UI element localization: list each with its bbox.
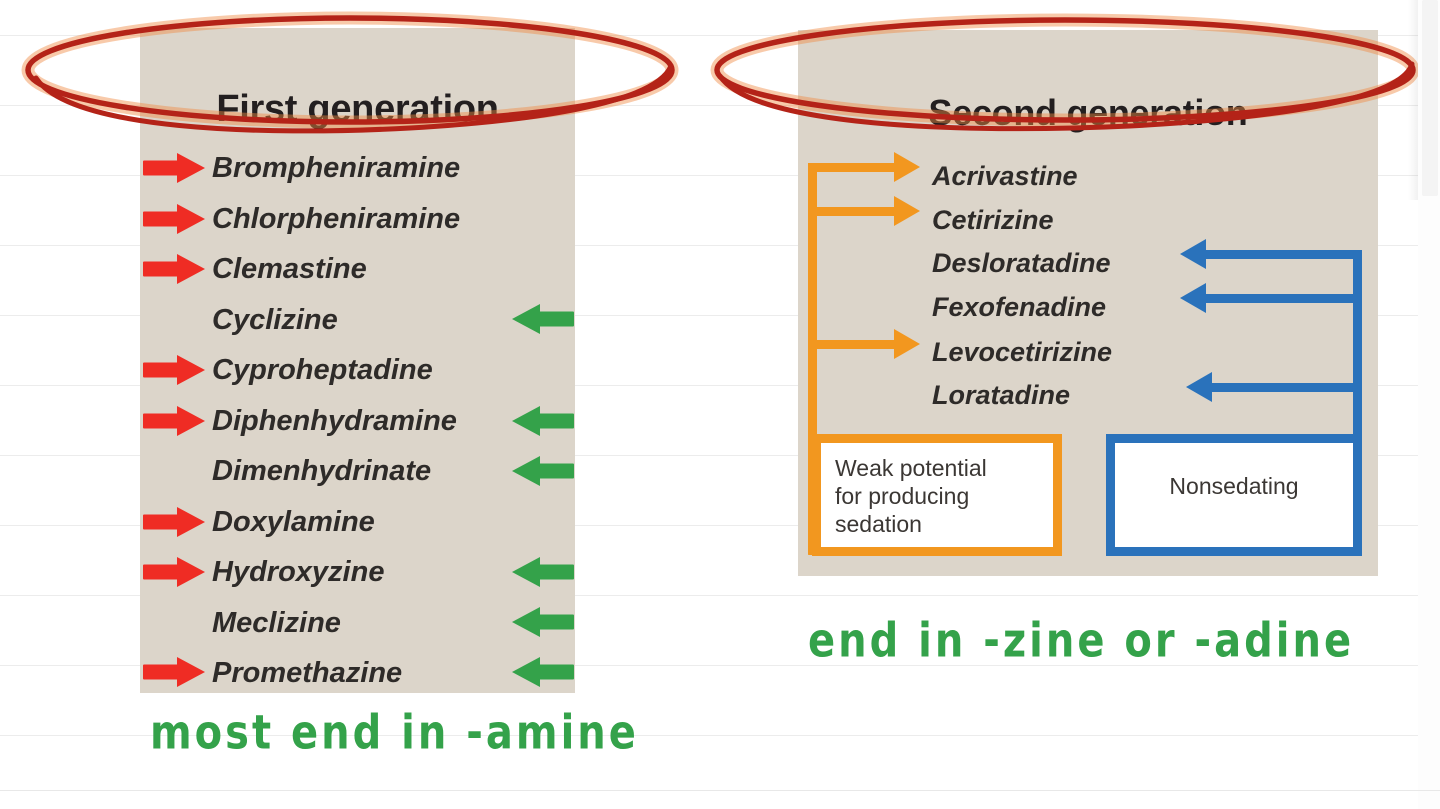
annotation-second-generation: end in -zine or -adine [808,613,1355,669]
drug-label-desloratadine: Desloratadine [932,248,1111,278]
drug-label-meclizine: Meclizine [212,607,341,639]
legend-line-2: for producing [835,483,970,510]
blue-arm-fexofenadine [1180,283,1362,313]
first-generation-title: First generation [216,88,499,130]
blue-arm-loratadine [1186,372,1362,402]
drug-label-clemastine: Clemastine [212,253,367,285]
green-arrow-promethazine [512,657,574,687]
drug-label-hydroxyzine: Hydroxyzine [212,556,385,588]
bottom-divider [0,790,1440,791]
orange-bracket-spine [808,165,817,555]
orange-arm-levocetirizine [808,329,928,359]
green-arrow-meclizine [512,607,574,637]
green-arrow-dimenhydrinate [512,456,574,486]
green-arrow-cyclizine [512,304,574,334]
red-arrow-cyproheptadine [143,355,205,385]
rule-line [0,595,1440,596]
drug-label-dimenhydrinate: Dimenhydrinate [212,455,432,487]
rule-line [0,525,1440,526]
rule-line [0,175,1440,176]
drug-label-brompheniramine: Brompheniramine [212,152,461,184]
panel-edge-shadow [1408,0,1418,200]
rule-line [0,385,1440,386]
rule-line [0,315,1440,316]
drug-label-diphenhydramine: Diphenhydramine [212,405,457,437]
red-arrow-clemastine [143,254,205,284]
red-arrow-promethazine [143,657,205,687]
annotation-first-generation: most end in -amine [150,705,639,761]
green-arrow-diphenhydramine [512,406,574,436]
blue-bracket-spine [1353,252,1362,554]
drug-label-chlorpheniramine: Chlorpheniramine [212,203,461,235]
drug-label-fexofenadine: Fexofenadine [932,292,1107,322]
scrollbar-thumb[interactable] [1422,0,1438,196]
drug-label-levocetirizine: Levocetirizine [932,337,1113,367]
red-arrow-hydroxyzine [143,557,205,587]
orange-arm-acrivastine [808,152,928,182]
drug-label-cyproheptadine: Cyproheptadine [212,354,433,386]
drug-label-cetirizine: Cetirizine [932,205,1054,235]
legend-line-1: Weak potential [835,455,987,481]
red-arrow-brompheniramine [143,153,205,183]
rule-line [0,245,1440,246]
red-arrow-chlorpheniramine [143,204,205,234]
rule-line [0,665,1440,666]
rule-line [0,455,1440,456]
legend-line-3: sedation [835,511,922,538]
drug-label-doxylamine: Doxylamine [212,506,375,538]
drug-label-acrivastine: Acrivastine [932,161,1078,191]
legend-nonsedating: Nonsedating [1106,434,1362,556]
drug-label-promethazine: Promethazine [212,657,403,689]
blue-arm-desloratadine [1180,239,1362,269]
legend-weak-sedation-text: Weak potential for producing sedation [835,454,987,538]
orange-arm-cetirizine [808,196,928,226]
legend-weak-sedation: Weak potential for producing sedation [812,434,1062,556]
scrollbar-track[interactable] [1418,0,1440,809]
second-generation-title: Second generation [928,92,1248,133]
legend-nonsedating-text: Nonsedating [1169,473,1299,499]
green-arrow-hydroxyzine [512,557,574,587]
drug-label-cyclizine: Cyclizine [212,304,338,336]
red-arrow-doxylamine [143,507,205,537]
drug-label-loratadine: Loratadine [932,380,1071,410]
first-generation-panel: First generation [140,28,575,693]
rule-line [0,735,1440,736]
red-arrow-diphenhydramine [143,406,205,436]
